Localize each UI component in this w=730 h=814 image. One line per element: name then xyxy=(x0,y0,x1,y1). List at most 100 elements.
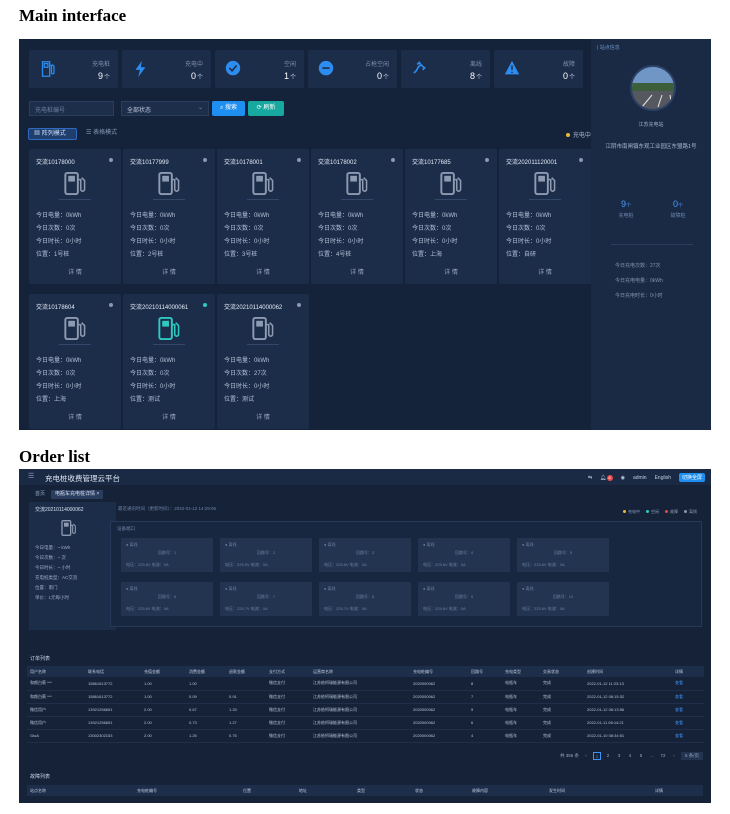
station-address: 江阴市南闸镇东观工业园区东盟路1号 xyxy=(605,144,697,150)
language-switch[interactable]: English xyxy=(654,474,671,481)
pile-name: 交流10177999 xyxy=(130,160,169,166)
pile-detail-link[interactable]: 详 情 xyxy=(68,270,82,276)
port-legend: 充电中 空闲 故障 离线 xyxy=(623,509,697,515)
view-order-link[interactable]: 查看 xyxy=(672,703,704,717)
stat-card-3: 占枪空闲 0个 xyxy=(308,50,397,88)
fullscreen-button[interactable]: 切换全屏 xyxy=(678,473,705,482)
order-table: 用户名称 联系电话 充值金额 消费金额 退款金额 支付方式 运营商名称 充电桩编号 回路号 充电类… xyxy=(27,666,704,743)
pile-count: 今日次数：0次 xyxy=(412,226,452,232)
table-cell: 微信支付 xyxy=(266,716,310,730)
user-icon[interactable]: ◉ xyxy=(620,474,625,481)
port-card[interactable]: ● 离线 回路号：1 电压：225.6V 电流：0A xyxy=(121,538,213,572)
pile-detail-link[interactable]: 详 情 xyxy=(162,415,176,421)
pile-card[interactable]: 交流202011120001 今日电量：0kWh 今日次数：0次 今日时长：0小时 位置… xyxy=(499,149,591,284)
table-cell: 0.75 xyxy=(226,729,266,743)
pile-detail-link[interactable]: 详 情 xyxy=(350,270,364,276)
pile-location: 位置：上海 xyxy=(412,252,443,258)
port-status: ● 离线 xyxy=(225,586,237,591)
table-cell: 江苏依柯瑞能源有限公司 xyxy=(310,703,410,717)
port-status: ● 离线 xyxy=(126,542,138,547)
pile-card[interactable]: 交流10178000 今日电量：0kWh 今日次数：0次 今日时长：0小时 位置：1号桩… xyxy=(29,149,121,284)
pile-detail-link[interactable]: 详 情 xyxy=(256,270,270,276)
page-size-select[interactable]: 5 条/页 xyxy=(680,752,703,760)
port-card[interactable]: ● 离线 回路号：2 电压：225.6V 电流：0A xyxy=(220,538,312,572)
pile-count: 今日次数：0次 xyxy=(130,371,170,377)
fault-column-header: 位置 xyxy=(243,788,251,793)
page-button[interactable]: 4 xyxy=(628,753,632,758)
status-select[interactable]: 全部状态 ⌄ xyxy=(121,101,209,116)
pile-card[interactable]: 交流10178001 今日电量：0kWh 今日次数：0次 今日时长：0小时 位置：3号桩… xyxy=(217,149,309,284)
app-title: 充电桩收费管理云平台 xyxy=(45,474,120,483)
pile-card[interactable]: 交流20210114000062 今日电量：0kWh 今日次数：27次 今日时长：0小… xyxy=(217,294,309,429)
username[interactable]: admin xyxy=(632,474,647,481)
pile-detail-link[interactable]: 详 情 xyxy=(538,270,552,276)
page-button[interactable]: 72 xyxy=(660,753,666,758)
port-readings: 电压：225.6V 电流：0A xyxy=(522,606,565,611)
table-cell: 7 xyxy=(468,690,502,704)
legend-dot xyxy=(646,510,649,514)
pile-detail-link[interactable]: 详 情 xyxy=(256,415,270,421)
page-button[interactable]: 1 xyxy=(592,752,601,760)
page-button[interactable]: 2 xyxy=(606,753,610,758)
view-order-link[interactable]: 查看 xyxy=(672,716,704,730)
page-button[interactable]: ... xyxy=(650,753,654,758)
table-cell: 1.33 xyxy=(226,703,266,717)
fault-list-heading: 故障列表 xyxy=(30,774,51,780)
stat-value: 8个 xyxy=(470,71,482,81)
port-card[interactable]: ● 离线 回路号：5 电压：225.6V 电流：0A xyxy=(517,538,609,572)
collapse-icon[interactable]: ⇆ xyxy=(588,474,593,481)
port-card[interactable]: ● 离线 回路号：9 电压：225.6V 电流：0A xyxy=(418,582,510,616)
search-input[interactable]: 充电桩编号 xyxy=(29,101,114,116)
tab-list-mode[interactable]: ☰ 表格模式 xyxy=(81,128,131,140)
pile-card[interactable]: 交流10177685 今日电量：0kWh 今日次数：0次 今日时长：0小时 位置：上海详… xyxy=(405,149,497,284)
next-page-button[interactable]: › xyxy=(673,753,675,758)
view-order-link[interactable]: 查看 xyxy=(672,677,704,691)
pile-divider xyxy=(247,199,279,200)
port-card[interactable]: ● 离线 回路号：4 电压：225.6V 电流：0A xyxy=(418,538,510,572)
port-card[interactable]: ● 离线 回路号：8 电压：225.7V 电流：0A xyxy=(319,582,411,616)
pile-card[interactable]: 交流10178604 今日电量：0kWh 今日次数：0次 今日时长：0小时 位置：上海详… xyxy=(29,294,121,429)
port-card[interactable]: ● 离线 回路号：10 电压：225.6V 电流：0A xyxy=(517,582,609,616)
pile-card[interactable]: 交流10178002 今日电量：0kWh 今日次数：0次 今日时长：0小时 位置：4号桩… xyxy=(311,149,403,284)
prev-page-button[interactable]: ‹ xyxy=(585,753,587,758)
tab-grid-mode[interactable]: ▦ 阵列模式 xyxy=(28,128,77,140)
port-status: ● 离线 xyxy=(522,542,534,547)
pile-card[interactable]: 交流20210114000061 今日电量：0kWh 今日次数：0次 今日时长：0小时… xyxy=(123,294,215,429)
pile-energy: 今日电量：0kWh xyxy=(130,213,176,219)
stat-value: 0个 xyxy=(563,71,575,81)
stat-value: 0个 xyxy=(377,71,389,81)
grid-icon: ▦ xyxy=(34,131,41,137)
station-name: 江苏充电站 xyxy=(638,122,664,128)
column-header: 退款金额 xyxy=(226,666,266,677)
refresh-button-label: 刷新 xyxy=(263,105,276,111)
port-card[interactable]: ● 离线 回路号：3 电压：225.6V 电流：0A xyxy=(319,538,411,572)
bell-icon[interactable]: 🔔︎ 6 xyxy=(600,474,613,481)
port-card[interactable]: ● 离线 回路号：6 电压：225.6V 电流：0A xyxy=(121,582,213,616)
sidebar-title: | 站点信息 xyxy=(597,45,620,51)
table-cell: 电瓶车 xyxy=(502,690,540,704)
pile-detail-link[interactable]: 详 情 xyxy=(444,270,458,276)
fault-table-header: 站点名称 充电桩编号 位置 地址 类型 状态 故障内容 发生时间 详情 xyxy=(27,785,703,796)
page-button[interactable]: 3 xyxy=(617,753,621,758)
search-button[interactable]: ⌕ 搜索 xyxy=(212,101,245,116)
table-cell: 完成 xyxy=(540,716,584,730)
status-dot xyxy=(391,158,395,162)
pile-card[interactable]: 交流10177999 今日电量：0kWh 今日次数：0次 今日时长：0小时 位置：2号桩… xyxy=(123,149,215,284)
view-order-link[interactable]: 查看 xyxy=(672,690,704,704)
page-button[interactable]: 5 xyxy=(639,753,643,758)
refresh-button[interactable]: ⟳ 刷新 xyxy=(248,101,284,116)
breadcrumb-current[interactable]: 电瓶车充电桩详情 × xyxy=(51,490,104,499)
pile-detail-link[interactable]: 详 情 xyxy=(162,270,176,276)
port-status: ● 离线 xyxy=(225,542,237,547)
port-card[interactable]: ● 离线 回路号：7 电压：225.7V 电流：0A xyxy=(220,582,312,616)
pile-detail-link[interactable]: 详 情 xyxy=(68,415,82,421)
menu-icon[interactable]: ☰ xyxy=(28,473,35,480)
view-order-link[interactable]: 查看 xyxy=(672,729,704,743)
today-energy: 今日充电电量：0kWh xyxy=(615,278,663,284)
pile-count: 今日次数：0次 xyxy=(36,371,76,377)
pile-count: 今日次数：0次 xyxy=(36,226,76,232)
table-cell: 4 xyxy=(468,729,502,743)
table-cell: GloA xyxy=(27,729,85,743)
warning-icon xyxy=(504,60,520,75)
breadcrumb-home[interactable]: 首页 xyxy=(35,491,46,497)
